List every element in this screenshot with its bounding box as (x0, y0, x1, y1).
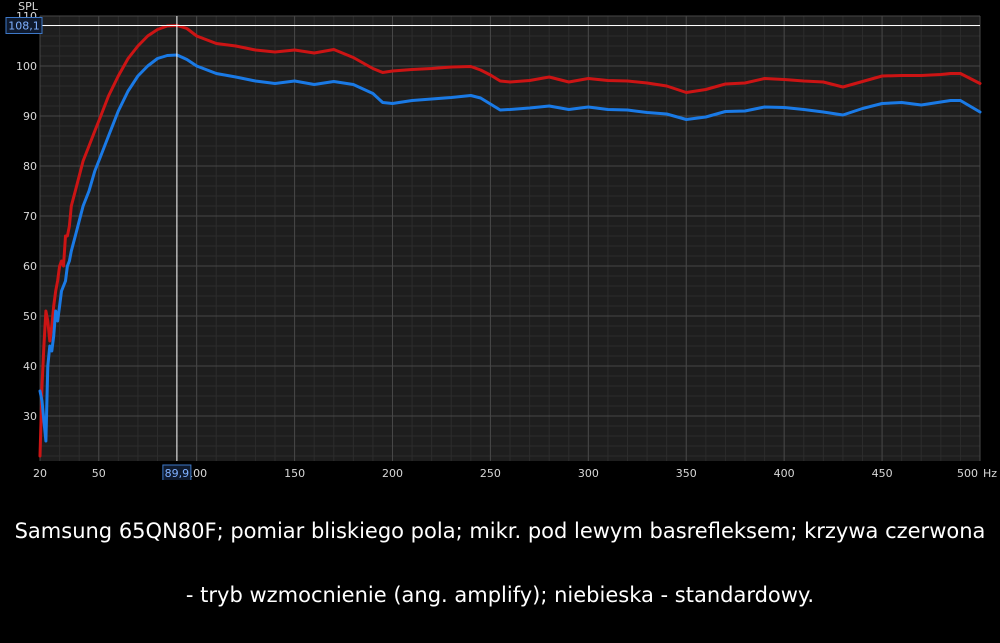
caption-line-1: Samsung 65QN80F; pomiar bliskiego pola; … (14, 519, 986, 543)
y-tick-label: 70 (23, 210, 37, 223)
x-tick-labels: 20 50 100 150 200 250 300 350 400 450 500 (33, 467, 978, 480)
cursor-x-readout-box (162, 464, 192, 480)
x-axis-unit: Hz (983, 467, 997, 480)
y-axis-label: SPL (18, 0, 39, 13)
y-tick-label: 50 (23, 310, 37, 323)
x-tick-label: 20 (33, 467, 47, 480)
caption-line-2: - tryb wzmocnienie (ang. amplify); niebi… (185, 583, 815, 607)
y-tick-label: 80 (23, 160, 37, 173)
y-tick-label: 40 (23, 360, 37, 373)
y-tick-label: 90 (23, 110, 37, 123)
y-tick-label: 100 (16, 60, 37, 73)
y-tick-label: 60 (23, 260, 37, 273)
cursor-crosshair: 108,1 89,9 (5, 16, 980, 480)
series-line-2 (38, 53, 982, 443)
x-tick-label: 400 (774, 467, 795, 480)
x-tick-label: 150 (284, 467, 305, 480)
x-tick-label: 500 (957, 467, 978, 480)
x-tick-label: 50 (92, 467, 106, 480)
cursor-y-readout: 108,1 (8, 20, 40, 33)
x-tick-label: 300 (578, 467, 599, 480)
x-tick-label: 100 (186, 467, 207, 480)
cursor-x-readout: 89,9 (165, 467, 190, 480)
x-tick-label: 350 (676, 467, 697, 480)
x-tick-label: 250 (480, 467, 501, 480)
x-tick-label: 450 (872, 467, 893, 480)
series-line-1 (38, 24, 982, 458)
x-tick-label: 200 (382, 467, 403, 480)
figure-caption: Samsung 65QN80F; pomiar bliskiego pola; … (0, 483, 1000, 643)
cursor-y-readout-box (5, 17, 43, 34)
y-tick-label: 30 (23, 410, 37, 423)
series-layer (38, 24, 982, 458)
